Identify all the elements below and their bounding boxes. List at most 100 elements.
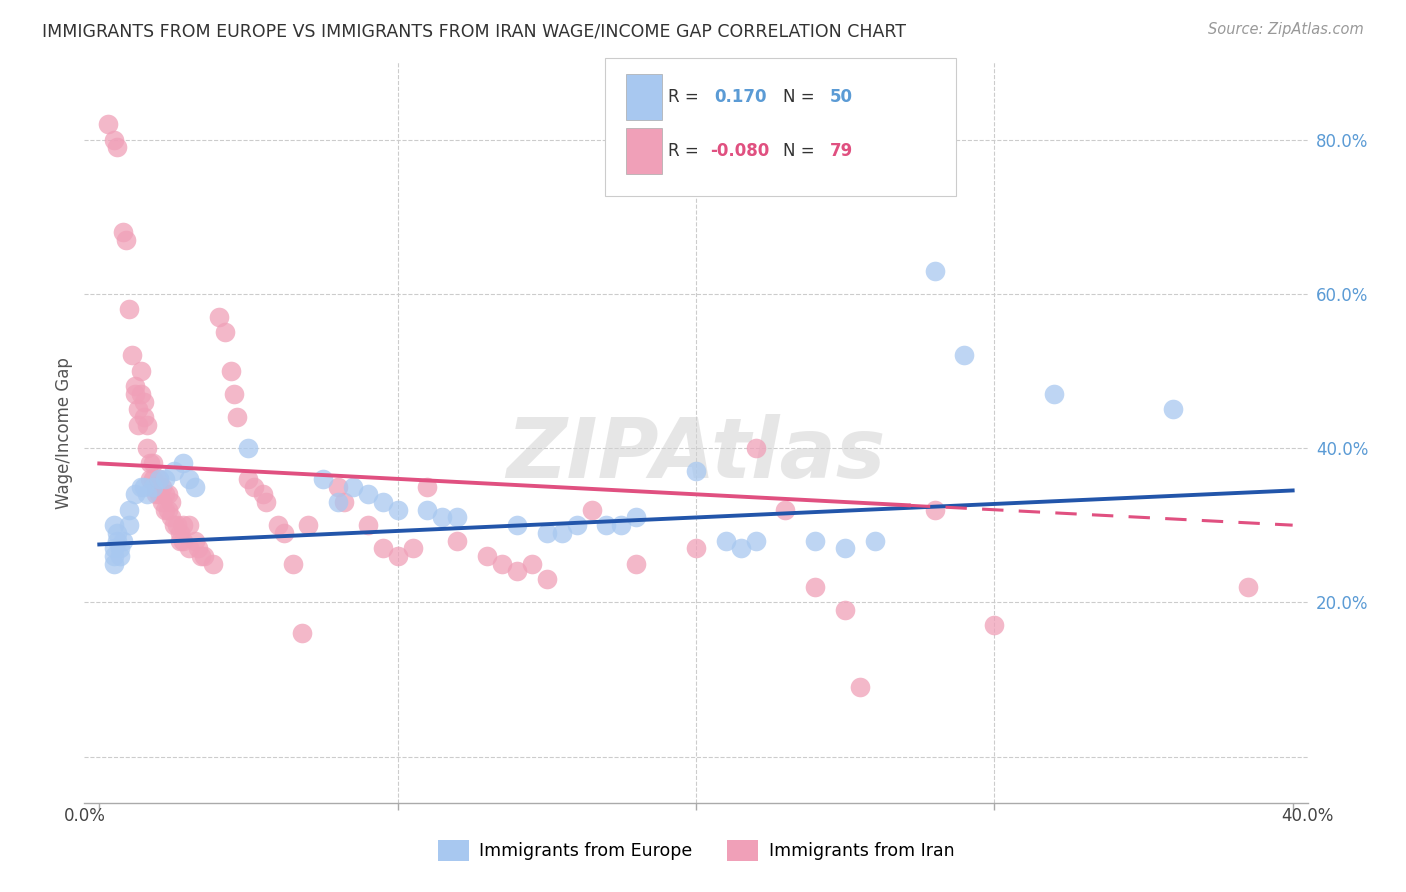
Point: [714, 533, 737, 548]
Point: [172, 457, 194, 471]
Point: [172, 518, 194, 533]
Point: [112, 533, 135, 548]
Text: -0.080: -0.080: [710, 142, 769, 160]
Point: [124, 379, 146, 393]
Point: [238, 441, 260, 455]
Point: [506, 518, 529, 533]
Point: [142, 480, 165, 494]
Text: R =: R =: [668, 142, 699, 160]
Point: [150, 495, 173, 509]
Text: R =: R =: [668, 88, 699, 106]
Point: [491, 557, 513, 571]
Point: [153, 502, 176, 516]
Point: [169, 525, 191, 540]
Point: [416, 502, 439, 516]
Point: [342, 480, 364, 494]
Point: [172, 533, 194, 548]
Point: [685, 541, 707, 556]
Point: [326, 495, 349, 509]
Point: [254, 495, 277, 509]
Point: [105, 525, 128, 540]
Point: [371, 495, 394, 509]
Point: [252, 487, 274, 501]
Point: [953, 349, 976, 363]
Point: [1237, 580, 1260, 594]
Point: [160, 510, 183, 524]
Point: [132, 394, 155, 409]
Point: [145, 487, 167, 501]
Point: [536, 572, 558, 586]
Y-axis label: Wage/Income Gap: Wage/Income Gap: [55, 357, 73, 508]
Point: [326, 480, 349, 494]
Point: [139, 472, 162, 486]
Point: [357, 518, 380, 533]
Point: [730, 541, 752, 556]
Point: [169, 533, 191, 548]
Point: [626, 557, 648, 571]
Text: 79: 79: [830, 142, 853, 160]
Point: [222, 387, 245, 401]
Point: [129, 364, 152, 378]
Point: [983, 618, 1005, 632]
Point: [565, 518, 588, 533]
Point: [108, 549, 131, 563]
Point: [160, 495, 183, 509]
Point: [273, 525, 295, 540]
Point: [118, 502, 141, 516]
Point: [105, 140, 128, 154]
Text: 50: 50: [830, 88, 852, 106]
Point: [432, 510, 454, 524]
Point: [150, 480, 173, 494]
Point: [163, 518, 186, 533]
Point: [103, 132, 125, 146]
Text: ZIPAtlas: ZIPAtlas: [506, 414, 886, 495]
Point: [132, 410, 155, 425]
Point: [136, 487, 159, 501]
Point: [148, 472, 170, 486]
Point: [103, 518, 125, 533]
Point: [804, 580, 827, 594]
Point: [139, 457, 162, 471]
Point: [163, 464, 186, 478]
Point: [142, 457, 165, 471]
Point: [475, 549, 498, 563]
Point: [267, 518, 290, 533]
Point: [136, 417, 159, 432]
Point: [148, 487, 170, 501]
Point: [112, 225, 135, 239]
Point: [103, 557, 125, 571]
Point: [924, 263, 946, 277]
Text: IMMIGRANTS FROM EUROPE VS IMMIGRANTS FROM IRAN WAGE/INCOME GAP CORRELATION CHART: IMMIGRANTS FROM EUROPE VS IMMIGRANTS FRO…: [42, 22, 907, 40]
Point: [863, 533, 886, 548]
Point: [685, 464, 707, 478]
Point: [124, 487, 146, 501]
Point: [1163, 402, 1185, 417]
Point: [201, 557, 224, 571]
Point: [177, 472, 200, 486]
Point: [312, 472, 335, 486]
Point: [153, 472, 176, 486]
Text: Source: ZipAtlas.com: Source: ZipAtlas.com: [1208, 22, 1364, 37]
Point: [595, 518, 617, 533]
Point: [297, 518, 319, 533]
Point: [145, 480, 167, 494]
Point: [105, 533, 128, 548]
Point: [124, 387, 146, 401]
Point: [506, 565, 529, 579]
Point: [129, 480, 152, 494]
Text: 0.0%: 0.0%: [63, 806, 105, 824]
Point: [156, 502, 179, 516]
Point: [184, 533, 207, 548]
Point: [132, 480, 155, 494]
Point: [142, 472, 165, 486]
Point: [333, 495, 356, 509]
Point: [849, 680, 872, 694]
Point: [520, 557, 543, 571]
Point: [387, 549, 409, 563]
Point: [97, 117, 120, 131]
Point: [166, 518, 188, 533]
Point: [127, 402, 149, 417]
Point: [177, 518, 200, 533]
Point: [401, 541, 423, 556]
Point: [118, 518, 141, 533]
